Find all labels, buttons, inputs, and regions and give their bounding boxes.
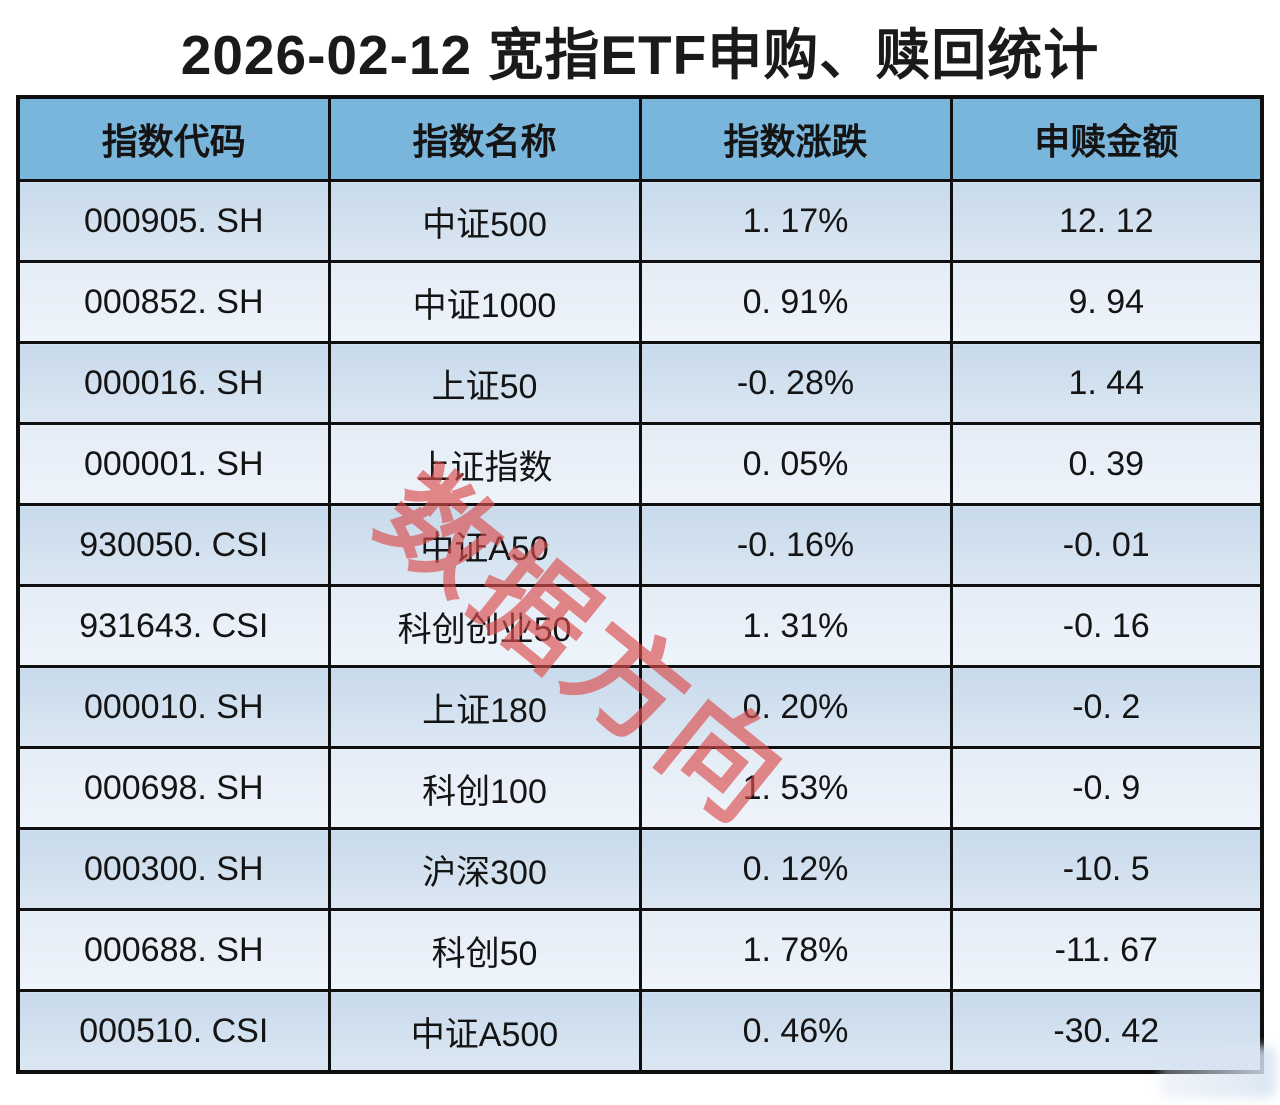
cell-index-change: 1. 78% xyxy=(638,908,953,992)
etf-table: 指数代码 指数名称 指数涨跌 申赎金额 000905. SH 中证500 1. … xyxy=(16,95,1264,1074)
cell-index-change: 1. 31% xyxy=(638,584,953,668)
table-header-row: 指数代码 指数名称 指数涨跌 申赎金额 xyxy=(16,95,1264,182)
table-row: 000510. CSI 中证A500 0. 46% -30. 42 xyxy=(16,989,1264,1074)
cell-index-change: 0. 12% xyxy=(638,827,953,911)
cell-index-name: 上证50 xyxy=(327,341,642,425)
cell-index-code: 000688. SH xyxy=(16,908,331,992)
column-header-index-change: 指数涨跌 xyxy=(638,95,953,182)
cell-index-change: 0. 20% xyxy=(638,665,953,749)
table-row: 000010. SH 上证180 0. 20% -0. 2 xyxy=(16,665,1264,749)
cell-index-name: 科创50 xyxy=(327,908,642,992)
column-header-index-code: 指数代码 xyxy=(16,95,331,182)
cell-amount: -0. 01 xyxy=(949,503,1264,587)
cell-index-code: 930050. CSI xyxy=(16,503,331,587)
column-header-index-name: 指数名称 xyxy=(327,95,642,182)
cell-amount: 0. 39 xyxy=(949,422,1264,506)
cell-index-change: 1. 53% xyxy=(638,746,953,830)
cell-amount: -0. 9 xyxy=(949,746,1264,830)
cell-amount: -0. 2 xyxy=(949,665,1264,749)
table-row: 000688. SH 科创50 1. 78% -11. 67 xyxy=(16,908,1264,992)
cell-index-code: 000698. SH xyxy=(16,746,331,830)
page-title: 2026-02-12 宽指ETF申购、赎回统计 xyxy=(180,24,1100,86)
cell-index-code: 000300. SH xyxy=(16,827,331,911)
column-header-amount: 申赎金额 xyxy=(949,95,1264,182)
cell-index-change: 1. 17% xyxy=(638,179,953,263)
cell-index-code: 000510. CSI xyxy=(16,989,331,1074)
table-row: 000698. SH 科创100 1. 53% -0. 9 xyxy=(16,746,1264,830)
blurred-logo xyxy=(1160,1046,1276,1098)
cell-index-change: -0. 28% xyxy=(638,341,953,425)
cell-amount: 1. 44 xyxy=(949,341,1264,425)
table-row: 931643. CSI 科创创业50 1. 31% -0. 16 xyxy=(16,584,1264,668)
table-row: 000852. SH 中证1000 0. 91% 9. 94 xyxy=(16,260,1264,344)
cell-index-code: 000016. SH xyxy=(16,341,331,425)
cell-index-name: 上证指数 xyxy=(327,422,642,506)
cell-index-code: 000905. SH xyxy=(16,179,331,263)
cell-index-code: 000852. SH xyxy=(16,260,331,344)
table-row: 000300. SH 沪深300 0. 12% -10. 5 xyxy=(16,827,1264,911)
cell-index-code: 000001. SH xyxy=(16,422,331,506)
cell-index-code: 931643. CSI xyxy=(16,584,331,668)
cell-index-name: 上证180 xyxy=(327,665,642,749)
table-row: 930050. CSI 中证A50 -0. 16% -0. 01 xyxy=(16,503,1264,587)
table-row: 000001. SH 上证指数 0. 05% 0. 39 xyxy=(16,422,1264,506)
cell-index-name: 中证1000 xyxy=(327,260,642,344)
cell-amount: -11. 67 xyxy=(949,908,1264,992)
cell-index-change: 0. 05% xyxy=(638,422,953,506)
cell-index-name: 科创100 xyxy=(327,746,642,830)
cell-amount: -10. 5 xyxy=(949,827,1264,911)
cell-index-name: 沪深300 xyxy=(327,827,642,911)
cell-index-name: 中证A500 xyxy=(327,989,642,1074)
cell-amount: 12. 12 xyxy=(949,179,1264,263)
cell-amount: -30. 42 xyxy=(949,989,1264,1074)
cell-index-name: 中证A50 xyxy=(327,503,642,587)
cell-amount: -0. 16 xyxy=(949,584,1264,668)
cell-index-code: 000010. SH xyxy=(16,665,331,749)
cell-index-change: 0. 91% xyxy=(638,260,953,344)
table-row: 000905. SH 中证500 1. 17% 12. 12 xyxy=(16,179,1264,263)
cell-amount: 9. 94 xyxy=(949,260,1264,344)
cell-index-name: 科创创业50 xyxy=(327,584,642,668)
cell-index-name: 中证500 xyxy=(327,179,642,263)
table-row: 000016. SH 上证50 -0. 28% 1. 44 xyxy=(16,341,1264,425)
cell-index-change: -0. 16% xyxy=(638,503,953,587)
cell-index-change: 0. 46% xyxy=(638,989,953,1074)
